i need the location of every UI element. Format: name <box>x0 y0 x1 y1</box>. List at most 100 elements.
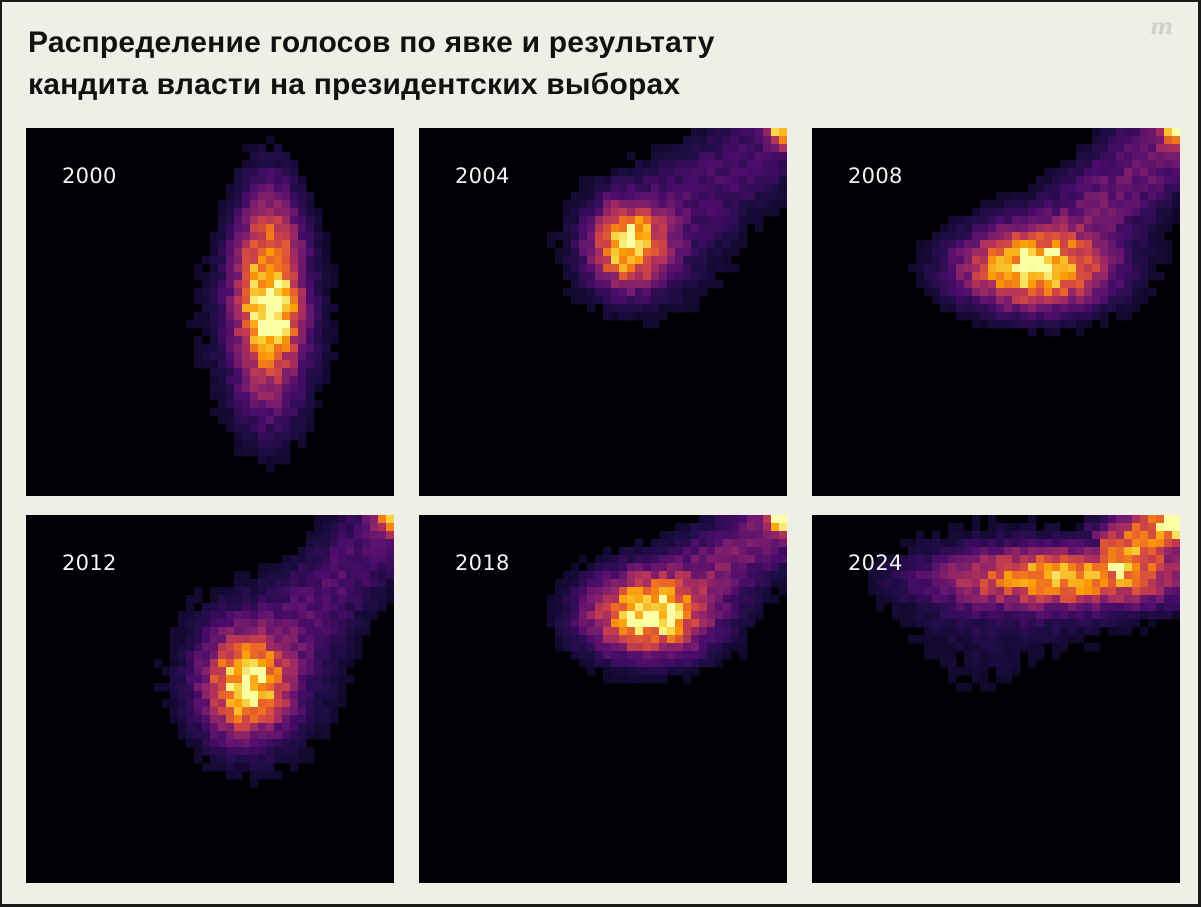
heatmap-cell <box>1084 224 1093 233</box>
heatmap-cell <box>314 667 323 676</box>
heatmap-cell <box>643 272 652 281</box>
heatmap-cell <box>1132 176 1141 185</box>
heatmap-cell <box>1124 304 1133 313</box>
heatmap-cell <box>659 667 668 676</box>
heatmap-cell <box>290 707 299 716</box>
heatmap-cell <box>683 619 692 628</box>
heatmap-cell <box>234 440 243 449</box>
heatmap-cell <box>274 587 283 596</box>
heatmap-cell <box>683 224 692 233</box>
heatmap-cell <box>1060 635 1069 644</box>
heatmap-cell <box>186 699 195 708</box>
heatmap-cell <box>234 643 243 652</box>
heatmap-cell <box>723 595 732 604</box>
heatmap-cell <box>274 675 283 684</box>
heatmap-cell <box>314 691 323 700</box>
heatmap-cell <box>1108 611 1117 620</box>
heatmap-cell <box>170 643 179 652</box>
heatmap-cell <box>667 280 676 289</box>
heatmap-cell <box>964 555 973 564</box>
heatmap-cell <box>723 651 732 660</box>
heatmap-cell <box>1172 160 1180 169</box>
heatmap-cell <box>1060 555 1069 564</box>
heatmap-cell <box>282 667 291 676</box>
heatmap-cell <box>290 643 299 652</box>
heatmap-cell <box>314 248 323 257</box>
heatmap-cell <box>1172 144 1180 153</box>
heatmap-cell <box>643 675 652 684</box>
heatmap-cell <box>739 184 748 193</box>
heatmap-cell <box>643 184 652 193</box>
heatmap-cell <box>1020 200 1029 209</box>
heatmap-cell <box>1140 192 1149 201</box>
heatmap-cell <box>707 184 716 193</box>
heatmap-cell <box>659 256 668 265</box>
heatmap-cell <box>964 547 973 556</box>
heatmap-cell <box>587 248 596 257</box>
heatmap-cell <box>980 216 989 225</box>
heatmap-cell <box>611 216 620 225</box>
heatmap-cell <box>731 200 740 209</box>
heatmap-cell <box>322 280 331 289</box>
heatmap-cell <box>1156 611 1165 620</box>
heatmap-cell <box>186 715 195 724</box>
heatmap-cell <box>1028 216 1037 225</box>
heatmap-cell <box>940 296 949 305</box>
heatmap-cell <box>763 547 772 556</box>
heatmap-cell <box>683 651 692 660</box>
heatmap-cell <box>274 691 283 700</box>
heatmap-cell <box>226 400 235 409</box>
heatmap-cell <box>378 515 387 524</box>
heatmap-cell <box>932 288 941 297</box>
panel-year-label: 2008 <box>848 164 903 188</box>
heatmap-cell <box>338 635 347 644</box>
heatmap-cell <box>900 603 909 612</box>
heatmap-canvas <box>154 515 394 788</box>
heatmap-cell <box>1084 611 1093 620</box>
heatmap-cell <box>226 739 235 748</box>
heatmap-cell <box>964 643 973 652</box>
heatmap-cell <box>972 272 981 281</box>
heatmap-cell <box>1140 603 1149 612</box>
heatmap-cell <box>699 643 708 652</box>
heatmap-cell <box>234 691 243 700</box>
heatmap-cell <box>1124 296 1133 305</box>
heatmap-cell <box>1028 635 1037 644</box>
heatmap-cell <box>964 240 973 249</box>
heatmap-cell <box>186 619 195 628</box>
heatmap-cell <box>1116 240 1125 249</box>
heatmap-cell <box>194 651 203 660</box>
heatmap-cell <box>194 755 203 764</box>
heatmap-cell <box>1084 304 1093 313</box>
heatmap-cell <box>627 200 636 209</box>
heatmap-cell <box>1036 216 1045 225</box>
heatmap-cell <box>948 603 957 612</box>
heatmap-cell <box>547 240 556 249</box>
heatmap-cell <box>667 643 676 652</box>
heatmap-cell <box>314 635 323 644</box>
heatmap-cell <box>1036 224 1045 233</box>
heatmap-cell <box>972 627 981 636</box>
heatmap-cell <box>643 248 652 257</box>
heatmap-cell <box>1116 160 1125 169</box>
heatmap-cell <box>563 256 572 265</box>
heatmap-cell <box>1148 232 1157 241</box>
heatmap-cell <box>346 651 355 660</box>
heatmap-cell <box>282 635 291 644</box>
heatmap-cell <box>1020 635 1029 644</box>
heatmap-cell <box>595 651 604 660</box>
heatmap-cell <box>1172 136 1180 145</box>
heatmap-cell <box>1092 248 1101 257</box>
heatmap-cell <box>1148 192 1157 201</box>
heatmap-cell <box>210 288 219 297</box>
heatmap-cell <box>980 272 989 281</box>
heatmap-cell <box>282 408 291 417</box>
heatmap-cell <box>1132 587 1141 596</box>
heatmap-cell <box>731 208 740 217</box>
heatmap-cell <box>322 643 331 652</box>
heatmap-cell <box>1068 611 1077 620</box>
heatmap-cell <box>330 627 339 636</box>
heatmap-cell <box>940 232 949 241</box>
heatmap-cell <box>747 200 756 209</box>
heatmap-cell <box>258 368 267 377</box>
